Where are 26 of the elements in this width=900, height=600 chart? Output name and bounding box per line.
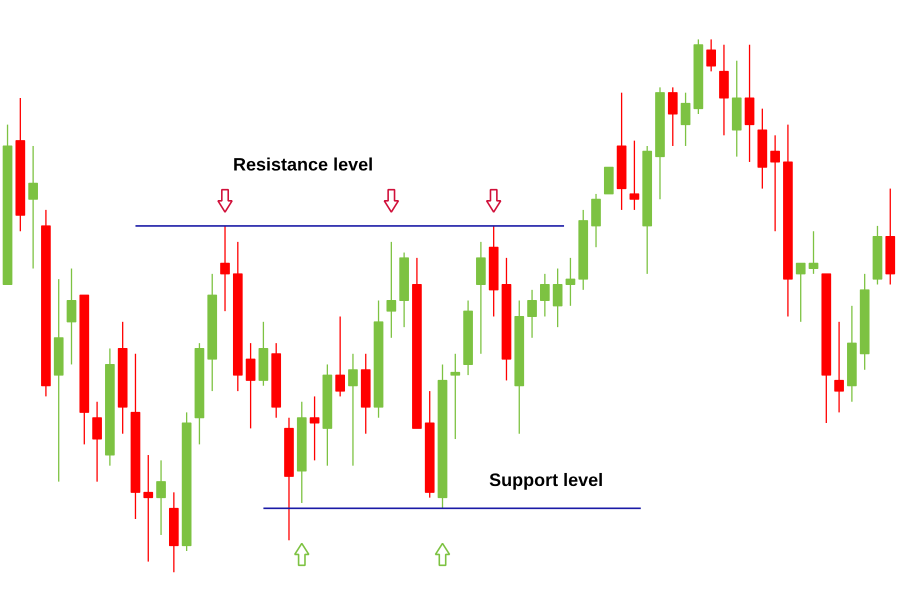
candlestick — [630, 140, 640, 211]
candlestick — [386, 241, 396, 338]
candlestick — [834, 321, 844, 414]
candlestick — [335, 316, 346, 398]
candlestick — [66, 268, 76, 366]
candlestick — [92, 401, 102, 482]
candlestick — [246, 342, 256, 430]
candlestick — [808, 230, 818, 275]
candlestick — [348, 353, 358, 466]
candlestick — [566, 257, 576, 306]
candlestick — [706, 38, 716, 72]
candlestick — [220, 225, 230, 312]
candlestick — [552, 268, 562, 328]
candlestick — [540, 273, 550, 318]
candlestick — [156, 460, 166, 536]
candlestick — [28, 145, 38, 270]
candlestick — [450, 353, 460, 440]
candlestick — [680, 92, 690, 147]
candlestick — [668, 86, 678, 147]
ref-line-label: Support level — [489, 470, 604, 490]
candlestick — [796, 262, 806, 322]
candlestick — [770, 134, 780, 232]
candlestick — [143, 454, 154, 562]
candlestick — [527, 289, 537, 338]
candlestick — [310, 396, 320, 462]
ref-line-label: Resistance level — [233, 154, 374, 175]
